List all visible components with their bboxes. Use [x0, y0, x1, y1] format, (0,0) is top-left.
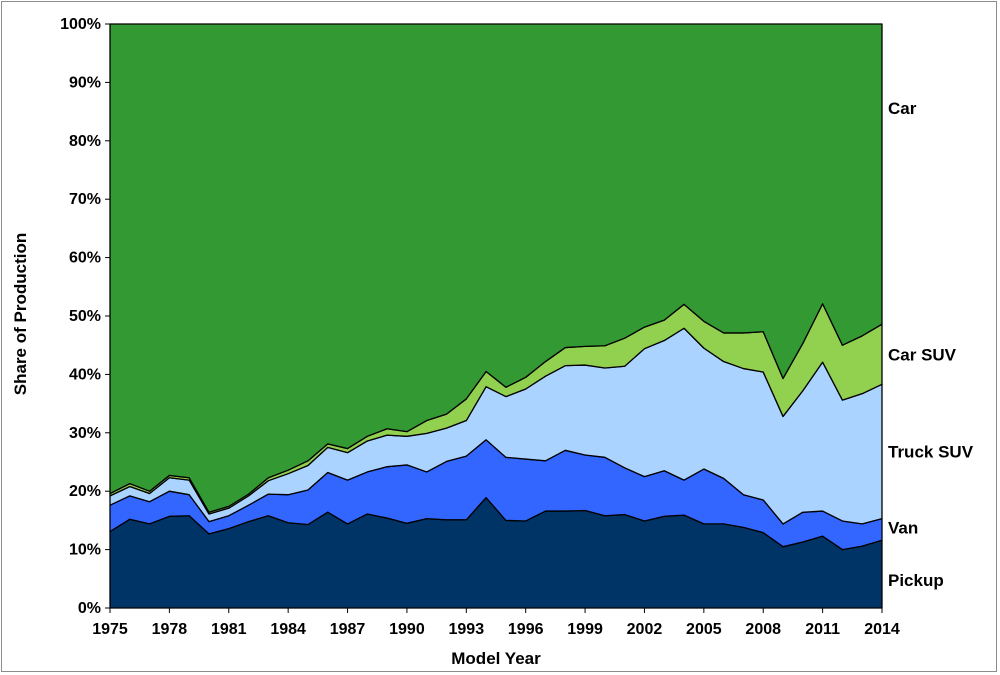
x-tick-label: 1981	[211, 621, 247, 638]
x-tick-label: 1987	[330, 621, 366, 638]
x-tick-label: 1978	[152, 621, 188, 638]
series-labels: Pickup Van Truck SUV Car SUV Car	[888, 99, 974, 590]
x-tick-label: 2014	[864, 621, 900, 638]
plot-areas	[109, 23, 883, 609]
x-tick-label: 1975	[92, 621, 128, 638]
x-tick-label: 2005	[686, 621, 722, 638]
y-tick-label: 60%	[69, 250, 101, 267]
x-tick-label: 2002	[627, 621, 663, 638]
y-tick-label: 80%	[69, 133, 101, 150]
y-axis: 0% 10% 20% 30% 40% 50% 60% 70% 80% 90% 100%	[60, 16, 110, 617]
x-axis: 1975 1978 1981 1984 1987 1990 1993 1996 1999 2002…	[92, 608, 900, 638]
y-tick-label: 100%	[60, 16, 101, 33]
series-label-truck-suv: Truck SUV	[888, 442, 974, 461]
x-tick-label: 1996	[508, 621, 544, 638]
series-label-car-suv: Car SUV	[888, 345, 957, 364]
y-tick-label: 20%	[69, 483, 101, 500]
y-tick-label: 50%	[69, 308, 101, 325]
y-tick-label: 90%	[69, 74, 101, 91]
y-tick-label: 10%	[69, 542, 101, 559]
x-axis-title: Model Year	[451, 649, 541, 668]
x-tick-label: 1993	[449, 621, 485, 638]
series-label-pickup: Pickup	[888, 571, 944, 590]
y-tick-label: 0%	[78, 600, 101, 617]
series-label-van: Van	[888, 518, 918, 537]
x-tick-label: 1984	[270, 621, 306, 638]
x-tick-label: 2011	[805, 621, 840, 638]
y-tick-label: 70%	[69, 191, 101, 208]
x-tick-label: 1999	[567, 621, 603, 638]
y-tick-label: 40%	[69, 366, 101, 383]
series-label-car: Car	[888, 99, 917, 118]
y-axis-title: Share of Production	[11, 233, 30, 395]
x-tick-label: 1990	[389, 621, 425, 638]
y-tick-label: 30%	[69, 425, 101, 442]
x-tick-label: 2008	[745, 621, 781, 638]
